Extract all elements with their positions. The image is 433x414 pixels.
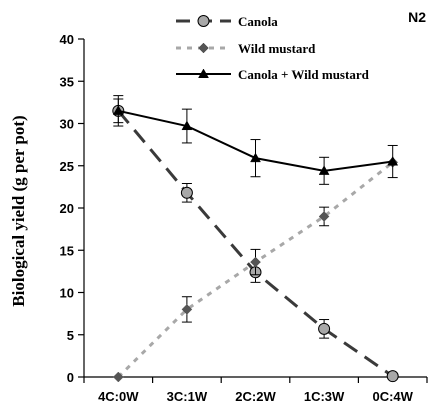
series-wild-mustard [112,157,399,383]
data-point [250,256,261,268]
data-point [386,370,399,383]
legend: Canola Wild mustard Canola + Wild mustard [176,14,370,82]
legend-item-wild-mustard: Wild mustard [176,41,316,56]
x-tick-label: 3C:1W [167,389,208,404]
x-tick-label: 1C:3W [304,389,345,404]
data-point [250,152,261,163]
legend-marker [198,68,209,78]
y-tick-label: 35 [60,74,74,89]
legend-item-canola-wild-mustard: Canola + Wild mustard [176,67,370,82]
legend-label: Canola + Wild mustard [238,67,370,82]
y-tick-label: 15 [60,243,74,258]
data-point [318,211,330,222]
legend-marker [197,15,210,27]
panel-label: N2 [408,9,426,25]
y-tick-label: 5 [67,328,74,343]
y-tick-label: 0 [67,370,74,385]
x-tick-label: 0C:4W [372,389,413,404]
legend-item-canola: Canola [176,14,278,29]
data-point [318,322,331,335]
data-point [181,304,193,315]
data-point [180,186,193,199]
y-tick-label: 30 [60,117,74,132]
y-tick-label: 25 [60,159,74,174]
series-layer [112,95,399,383]
y-tick-label: 40 [60,32,74,47]
axes: 0 5 10 15 20 25 30 35 40 4C:0W 3C:1W 2C:2W 1C:3W 0C:4… [60,32,428,404]
data-point [318,165,330,175]
legend-marker [198,42,209,54]
series-canola-wild-mustard [112,95,399,185]
legend-label: Wild mustard [238,41,316,56]
legend-label: Canola [238,14,278,29]
data-point [387,156,399,166]
y-tick-label: 10 [60,286,74,301]
y-axis-label: Biological yield (g per pot) [9,115,28,306]
y-tick-label: 20 [60,201,74,216]
data-point [112,371,124,383]
data-point [181,120,193,131]
x-tick-label: 4C:0W [98,389,139,404]
x-tick-label: 2C:2W [235,389,276,404]
data-point [112,105,124,115]
